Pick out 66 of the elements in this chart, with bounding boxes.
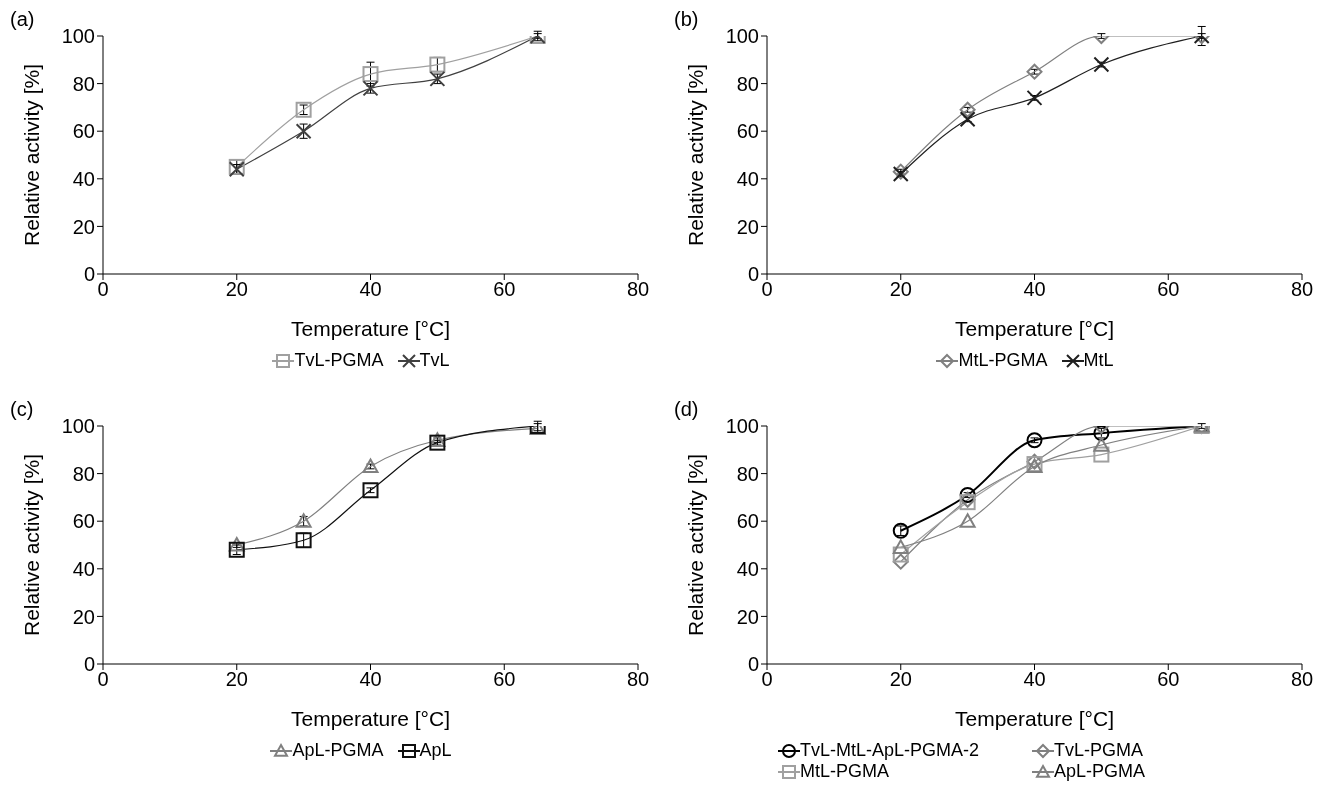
y-tick-label: 60 [72,120,95,143]
legend-label: TvL-PGMA [294,350,384,371]
legend-label: ApL-PGMA [1054,761,1146,782]
y-tick-label: 40 [72,557,95,580]
legend-label: MtL-PGMA [958,350,1048,371]
y-tick-label: 0 [83,653,95,676]
x-tick-label: 20 [225,278,248,301]
y-tick-label: 80 [736,462,759,485]
x-tick-label: 0 [97,278,109,301]
x-tick-label: 80 [1290,668,1314,691]
x-tick-label: 20 [225,668,248,691]
chart-title: (a) [10,8,35,31]
y-tick-label: 0 [747,263,759,286]
y-tick-label: 40 [72,167,95,190]
y-tick-label: 40 [736,167,759,190]
y-tick-label: 100 [61,25,95,48]
y-tick-label: 60 [736,510,759,533]
y-tick-label: 60 [736,120,759,143]
chart-title: (b) [674,8,699,31]
x-tick-label: 0 [761,278,773,301]
y-axis-title: Relative activity [%] [20,63,44,247]
legend-label: ApL-PGMA [292,740,384,761]
x-tick-label: 80 [1290,278,1314,301]
y-tick-label: 40 [736,557,759,580]
x-tick-label: 0 [97,668,109,691]
y-axis-title: Relative activity [%] [20,453,44,637]
y-tick-label: 80 [72,72,95,95]
legend-label: MtL [1083,350,1114,371]
x-tick-label: 40 [359,278,382,301]
y-tick-label: 20 [736,215,759,238]
x-tick-label: 60 [1157,278,1180,301]
legend-label: TvL-MtL-ApL-PGMA-2 [800,740,980,761]
x-tick-label: 40 [1023,668,1046,691]
y-tick-label: 20 [736,605,759,628]
y-tick-label: 0 [83,263,95,286]
y-tick-label: 0 [747,653,759,676]
x-tick-label: 40 [359,668,382,691]
x-tick-label: 60 [493,278,516,301]
legend-label: MtL-PGMA [800,761,890,782]
x-tick-label: 60 [493,668,516,691]
x-tick-label: 80 [626,668,650,691]
legend-label: ApL [419,740,452,761]
x-tick-label: 80 [626,278,650,301]
y-tick-label: 20 [72,605,95,628]
x-tick-label: 60 [1157,668,1180,691]
y-tick-label: 100 [61,415,95,438]
y-tick-label: 100 [725,415,759,438]
y-tick-label: 80 [72,462,95,485]
y-tick-label: 80 [736,72,759,95]
y-tick-label: 60 [72,510,95,533]
x-tick-label: 40 [1023,278,1046,301]
x-axis-title: Temperature [°C] [291,707,450,730]
chart-title: (c) [10,398,34,421]
x-tick-label: 0 [761,668,773,691]
x-tick-label: 20 [889,668,912,691]
x-axis-title: Temperature [°C] [955,707,1114,730]
legend-label: TvL-PGMA [1054,740,1144,761]
y-tick-label: 100 [725,25,759,48]
legend-label: TvL [419,350,450,371]
x-tick-label: 20 [889,278,912,301]
x-axis-title: Temperature [°C] [291,317,450,340]
y-tick-label: 20 [72,215,95,238]
y-axis-title: Relative activity [%] [684,453,708,637]
x-axis-title: Temperature [°C] [955,317,1114,340]
chart-title: (d) [674,398,699,421]
y-axis-title: Relative activity [%] [684,63,708,247]
